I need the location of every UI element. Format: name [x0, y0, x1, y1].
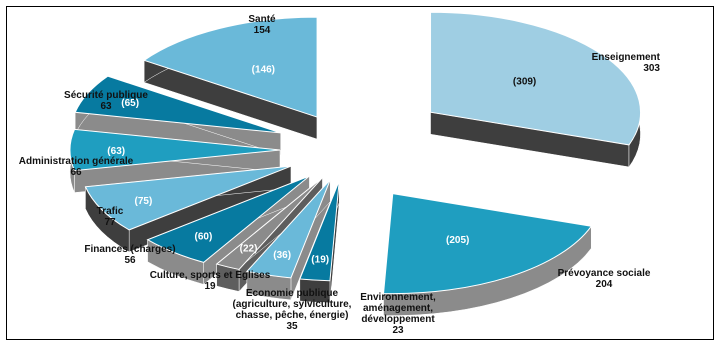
slice-culture-sports-et-eglises — [215, 177, 323, 270]
slice-label: Trafic 77 — [97, 206, 124, 228]
slice-securite-publique — [74, 75, 281, 134]
slice-label: Enseignement 303 — [592, 52, 661, 74]
slice-label: Sécurité publique 63 — [64, 90, 148, 112]
slice-prev-value: (63) — [107, 146, 125, 157]
slice-prevoyance-sociale — [382, 193, 593, 295]
slice-prev-value: (19) — [311, 254, 329, 265]
slice-prev-value: (36) — [273, 250, 291, 261]
slice-sante — [143, 16, 318, 118]
slice-value: 303 — [643, 63, 660, 74]
slice-value: 66 — [70, 167, 82, 178]
slice-prev-value: (65) — [121, 98, 139, 109]
slice-administration-generale — [69, 128, 281, 172]
slice-label: Culture, sports et Eglises 19 — [150, 270, 271, 292]
slice-prev-value: (22) — [240, 243, 258, 254]
slice-prev-value: (75) — [135, 196, 153, 207]
slice-prev-value: (205) — [446, 235, 469, 246]
slice-label: Environnement, aménagement, développement 2… — [360, 292, 436, 336]
slice-environnement — [299, 180, 340, 282]
slice-label: Finances (charges) 56 — [84, 244, 175, 266]
slice-prev-value: (146) — [252, 64, 275, 75]
slice-trafic — [84, 165, 292, 231]
slice-value: 77 — [104, 217, 116, 228]
slice-value: 23 — [392, 325, 404, 336]
slice-label: Santé 154 — [248, 14, 276, 36]
slice-finances-charges — [146, 175, 310, 263]
slice-value: 63 — [100, 101, 112, 112]
slice-value: 56 — [124, 255, 136, 266]
slice-enseignement — [430, 11, 642, 146]
slice-label: Prévoyance sociale 204 — [558, 268, 651, 290]
slice-economie-publique — [245, 179, 331, 279]
slice-label: Economie publique (agriculture, sylvicult… — [233, 288, 352, 332]
slice-value: 35 — [286, 321, 298, 332]
slice-label: Administration générale 66 — [19, 156, 134, 178]
slice-prev-value: (309) — [513, 76, 536, 87]
slice-tops — [69, 11, 642, 295]
slice-value: 154 — [254, 25, 271, 36]
slice-prev-value: (60) — [195, 231, 213, 242]
slice-value: 19 — [204, 281, 216, 292]
slice-value: 204 — [596, 279, 613, 290]
